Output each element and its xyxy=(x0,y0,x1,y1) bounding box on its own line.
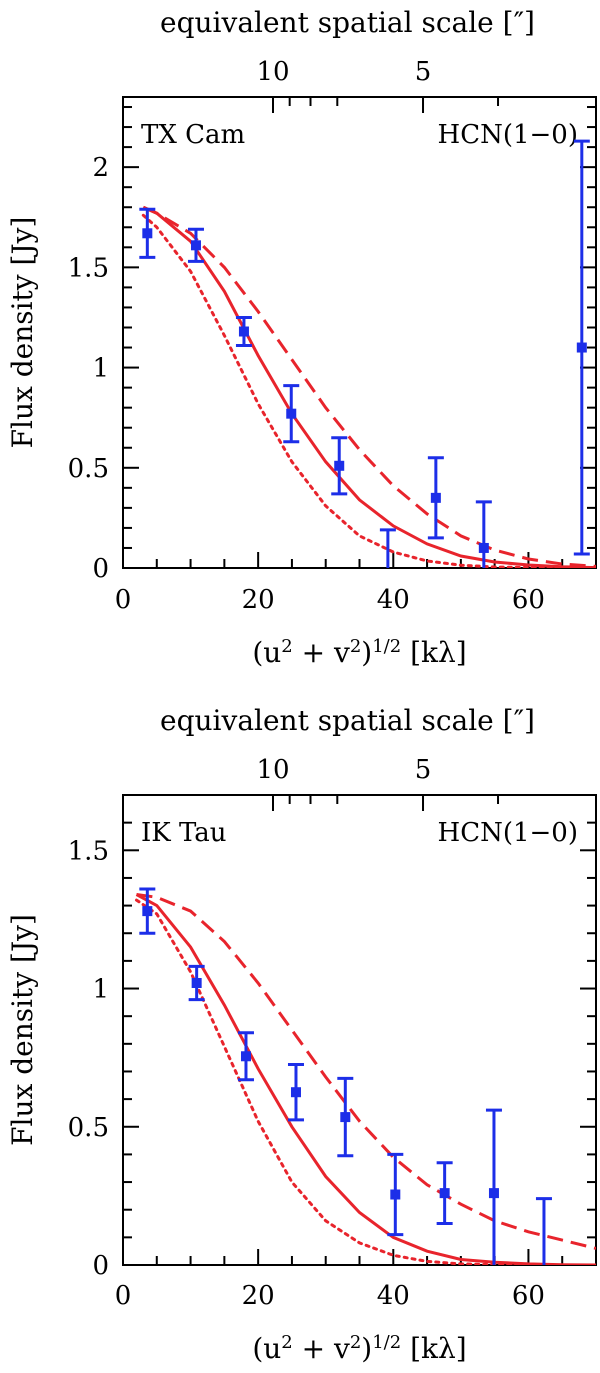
x-tick-label: 20 xyxy=(242,1281,275,1311)
x-tick-label: 40 xyxy=(377,585,410,615)
data-point xyxy=(379,528,396,568)
x-tick-label: 60 xyxy=(512,585,545,615)
data-marker xyxy=(439,1188,450,1199)
model-curve-solid xyxy=(142,205,596,568)
data-marker xyxy=(340,1112,351,1123)
top-tick-label: 5 xyxy=(415,755,432,785)
top-tick-label: 10 xyxy=(256,57,289,87)
panel-2: equivalent spatial scale [″]105202040600… xyxy=(6,704,597,1366)
data-point xyxy=(139,887,156,935)
x-axis-title-part: + v xyxy=(293,636,350,669)
x-tick-label: 40 xyxy=(377,1281,410,1311)
model-curve-dashed xyxy=(136,893,596,1250)
data-point xyxy=(573,139,590,556)
y-tick-label: 1 xyxy=(92,975,109,1005)
data-point xyxy=(235,315,252,348)
data-point xyxy=(535,1197,552,1265)
data-marker xyxy=(286,408,297,419)
y-axis-title: Flux density [Jy] xyxy=(6,217,39,449)
x-axis-title-part: 1/2 xyxy=(372,636,401,657)
y-tick-label: 1 xyxy=(92,354,109,384)
data-point xyxy=(188,964,205,1002)
data-point xyxy=(187,227,204,263)
data-marker xyxy=(238,326,249,337)
x-tick-label: 60 xyxy=(512,1281,545,1311)
model-curve-dashed xyxy=(142,205,596,568)
data-marker xyxy=(576,342,587,353)
y-tick-label: 1.5 xyxy=(68,836,109,866)
top-tick-label: 5 xyxy=(415,57,432,87)
x-axis-title-part: [kλ] xyxy=(401,1332,466,1365)
top-tick-label: 10 xyxy=(256,755,289,785)
data-point xyxy=(427,456,444,540)
data-marker xyxy=(290,1087,301,1098)
data-point xyxy=(237,1031,254,1082)
x-tick-label: 20 xyxy=(242,585,275,615)
x-axis-title-part: 2 xyxy=(281,636,292,657)
data-point xyxy=(139,207,156,259)
top-axis-title: equivalent spatial scale [″] xyxy=(160,6,535,39)
panel-1: equivalent spatial scale [″]105202040600… xyxy=(6,6,597,670)
data-marker xyxy=(478,542,489,553)
line-label: HCN(1−0) xyxy=(438,818,578,848)
y-tick-label: 0.5 xyxy=(68,454,109,484)
data-marker xyxy=(430,492,441,503)
x-axis-title: (u2 + v2)1/2 [kλ] xyxy=(252,1332,466,1366)
data-point xyxy=(436,1161,453,1226)
x-axis-title-part: (u xyxy=(252,636,281,669)
top-axis-title: equivalent spatial scale [″] xyxy=(160,704,535,737)
y-tick-label: 0.5 xyxy=(68,1113,109,1143)
y-axis-title: Flux density [Jy] xyxy=(6,914,39,1146)
data-point xyxy=(283,384,300,444)
data-marker xyxy=(390,1189,401,1200)
data-point xyxy=(287,1063,304,1122)
y-tick-label: 0 xyxy=(92,554,109,584)
x-axis-title-part: (u xyxy=(252,1332,281,1365)
data-point xyxy=(485,1108,502,1265)
x-tick-label: 0 xyxy=(115,585,132,615)
x-axis-title-part: 1/2 xyxy=(372,1332,401,1353)
y-tick-label: 0 xyxy=(92,1251,109,1281)
source-label: IK Tau xyxy=(141,818,227,848)
data-marker xyxy=(142,228,153,239)
x-axis-title-part: 2 xyxy=(350,636,361,657)
x-axis-title-part: + v xyxy=(293,1332,350,1365)
x-axis-title-part: [kλ] xyxy=(401,636,466,669)
data-marker xyxy=(334,460,345,471)
x-tick-label: 0 xyxy=(115,1281,132,1311)
x-axis-title-part: ) xyxy=(361,636,372,669)
y-tick-label: 2 xyxy=(92,153,109,183)
line-label: HCN(1−0) xyxy=(438,120,578,150)
data-point xyxy=(387,1152,404,1237)
x-axis-title: (u2 + v2)1/2 [kλ] xyxy=(252,636,466,670)
data-marker xyxy=(488,1188,499,1199)
data-marker xyxy=(142,906,153,917)
data-marker xyxy=(191,978,202,988)
plot-frame xyxy=(122,96,597,569)
x-axis-title-part: 2 xyxy=(350,1332,361,1353)
y-tick-label: 1.5 xyxy=(68,253,109,283)
source-label: TX Cam xyxy=(141,120,245,150)
data-point xyxy=(331,436,348,496)
plot-frame xyxy=(122,794,597,1266)
data-point xyxy=(475,500,492,568)
x-axis-title-part: 2 xyxy=(281,1332,292,1353)
model-curve-dotted xyxy=(135,898,596,1265)
data-point xyxy=(337,1076,354,1158)
data-marker xyxy=(190,240,201,251)
x-axis-title-part: ) xyxy=(361,1332,372,1365)
model-curve-dotted xyxy=(141,213,596,568)
model-curve-solid xyxy=(135,893,596,1265)
data-marker xyxy=(240,1051,251,1062)
